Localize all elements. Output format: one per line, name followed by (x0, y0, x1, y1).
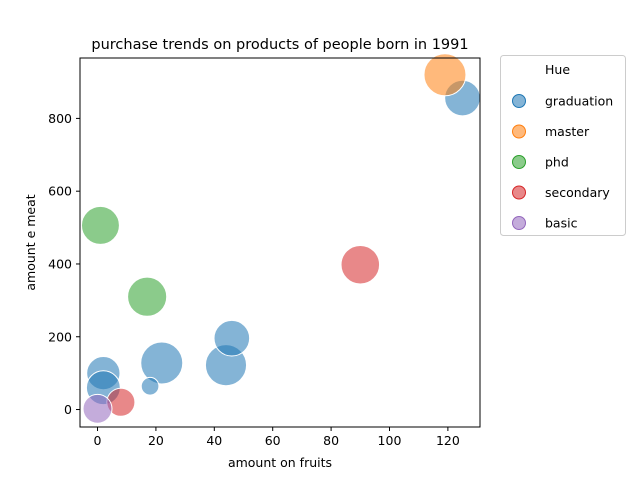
chart-title: purchase trends on products of people bo… (91, 37, 468, 53)
y-tick-label: 800 (48, 111, 72, 126)
data-point-phd-8 (80, 205, 120, 245)
plot-frame (79, 57, 481, 428)
data-point-basic-12 (82, 393, 113, 424)
y-axis-label: amount e meat (23, 194, 38, 290)
x-tick-label: 100 (378, 433, 402, 448)
legend-label-basic: basic (545, 216, 578, 231)
legend-marker-phd (512, 155, 526, 169)
x-tick-label: 0 (94, 433, 102, 448)
x-tick-label: 80 (323, 433, 339, 448)
x-axis-ticks: 0 20 40 60 80 100 120 (94, 427, 460, 448)
legend-box (500, 55, 626, 236)
data-point-phd-9 (127, 276, 168, 317)
legend-marker-secondary (512, 185, 526, 200)
y-axis-ticks: 0 200 400 600 800 (48, 111, 80, 417)
x-tick-label: 40 (206, 433, 222, 448)
x-tick-label: 60 (265, 433, 281, 448)
data-point-secondary-10 (340, 244, 381, 285)
legend-label-phd: phd (545, 155, 569, 170)
x-tick-label: 20 (148, 433, 164, 448)
legend: Hue graduation master phd secondary basic (500, 55, 626, 236)
points-layer (80, 53, 481, 424)
data-point-graduation-6 (140, 376, 160, 396)
y-tick-label: 0 (64, 402, 72, 417)
y-tick-label: 200 (48, 329, 72, 344)
legend-marker-basic (512, 216, 526, 230)
legend-marker-graduation (512, 94, 526, 108)
legend-marker-master (512, 124, 526, 139)
legend-label-master: master (545, 124, 590, 139)
x-axis-label: amount on fruits (228, 455, 332, 470)
legend-entries: graduation master phd secondary basic (512, 94, 613, 231)
data-point-master-7 (423, 53, 467, 97)
legend-label-secondary: secondary (545, 185, 610, 200)
data-point-graduation-3 (213, 319, 251, 357)
x-tick-label: 120 (436, 433, 460, 448)
y-tick-label: 400 (48, 256, 72, 271)
legend-label-graduation: graduation (545, 94, 613, 109)
legend-title: Hue (545, 62, 570, 77)
data-point-graduation-0 (140, 341, 184, 385)
y-tick-label: 600 (48, 184, 72, 199)
